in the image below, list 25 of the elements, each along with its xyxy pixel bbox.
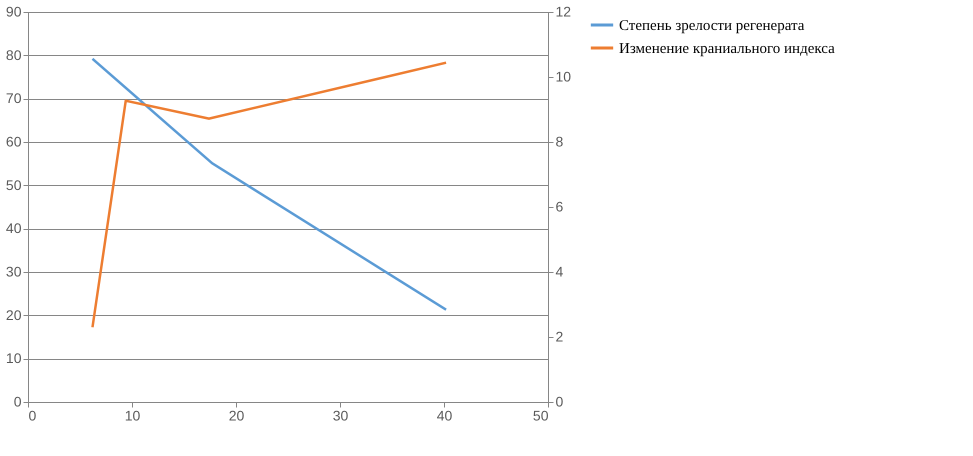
y-tick-label: 60 [6, 134, 22, 150]
y2-tick-label: 10 [556, 68, 572, 84]
x-tick-label: 10 [124, 408, 140, 424]
y-tick-label: 80 [6, 46, 22, 63]
x-tick-label: 0 [28, 408, 36, 424]
x-tick-label: 30 [332, 408, 348, 424]
y2-tick-label: 12 [556, 4, 572, 20]
y2-tick-label: 6 [556, 198, 564, 214]
y2-tick-label: 8 [556, 134, 564, 150]
x-tick-label: 20 [228, 408, 244, 424]
y2-tick-label: 4 [556, 264, 564, 280]
y-tick-label: 10 [6, 350, 22, 366]
y2-tick-label: 0 [556, 394, 564, 410]
y-tick-label: 90 [6, 4, 22, 20]
y2-tick-label: 2 [556, 328, 564, 344]
x-tick-label: 50 [532, 408, 549, 424]
x-tick-label: 40 [436, 408, 452, 424]
y-tick-label: 20 [6, 306, 22, 323]
y-tick-label: 0 [14, 394, 22, 410]
y-tick-label: 30 [6, 264, 22, 280]
y-tick-label: 70 [6, 90, 22, 106]
legend-label: Изменение краниального индекса [619, 41, 836, 57]
y-tick-label: 40 [6, 220, 22, 236]
y-tick-label: 50 [6, 176, 22, 193]
legend-label: Степень зрелости регенерата [619, 18, 805, 34]
